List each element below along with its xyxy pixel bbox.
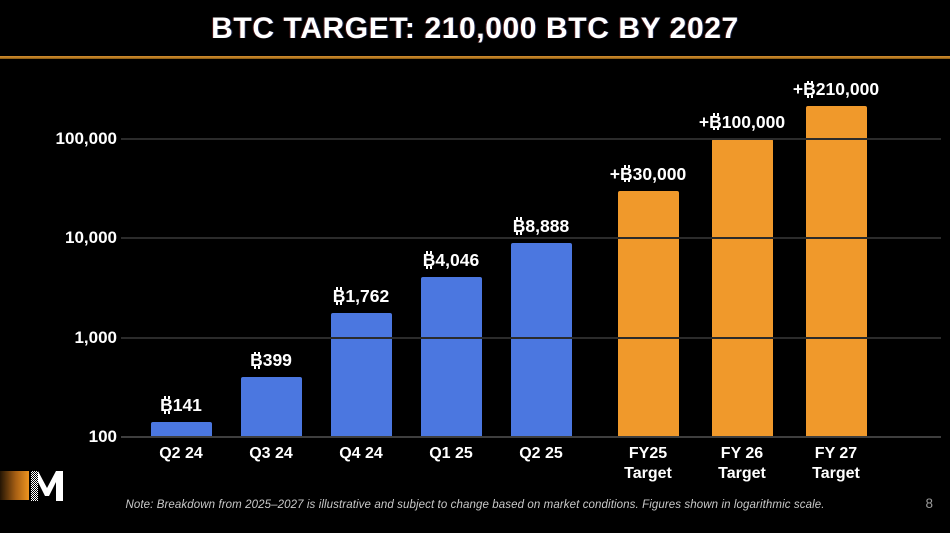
bar-value-label: +B 210,000 [792,79,880,100]
bar-q4-24 [330,313,392,437]
bar-category-label: FY25 Target [624,445,672,482]
bar-value-label: B 1,762 [332,286,390,307]
page-number: 8 [925,496,933,511]
bar-fy-26-target [711,138,773,437]
bar-value-label: +B 30,000 [609,163,687,184]
y-axis-tick-label: 100 [88,427,117,446]
bar-fy-27-target [805,106,867,437]
bar-category-label: Q1 25 [429,445,473,462]
bar-value-label: B 399 [250,350,292,371]
bar-q2-25 [510,243,572,437]
bar-category-label: FY 26 Target [718,445,766,482]
bitcoin-symbol: B [512,216,526,237]
bitcoin-symbol: B [620,163,633,184]
y-axis-tick-label: 1,000 [74,327,117,347]
bar-value-label: B 141 [160,395,202,416]
bitcoin-symbol: B [160,395,173,416]
gridline-1,000 [121,336,941,339]
bar-category-label: Q3 24 [249,445,293,462]
metaplanet-logo [0,471,66,501]
bitcoin-symbol: B [332,286,346,307]
bar-value-label: B 4,046 [422,250,480,271]
gridline-100 [121,436,941,438]
bitcoin-symbol: B [422,250,436,271]
bar-value-label: +B 100,000 [698,111,786,132]
bar-value-label: B 8,888 [512,216,570,237]
footnote: Note: Breakdown from 2025–2027 is illust… [125,499,825,511]
page-title: BTC TARGET: 210,000 BTC BY 2027 [211,12,739,45]
gridline-10,000 [121,237,941,239]
y-axis-tick-label: 10,000 [65,228,117,247]
bar-category-label: FY 27 Target [812,445,860,482]
logo-orange-gradient [0,471,29,500]
title-divider [0,56,950,59]
bar-q1-25 [420,277,482,437]
bitcoin-symbol: B [803,79,816,100]
bar-category-label: Q4 24 [339,445,383,462]
bar-category-label: Q2 24 [159,445,203,462]
bitcoin-symbol: B [709,111,722,132]
bitcoin-symbol: B [250,350,263,371]
bar-q3-24 [240,377,302,437]
bar-q2-24 [150,422,212,437]
bar-category-label: Q2 25 [519,445,563,462]
logo-m-icon [31,471,63,501]
bar-fy25-target [617,190,679,437]
y-axis-tick-label: 100,000 [55,128,117,148]
gridline-100,000 [121,137,941,140]
